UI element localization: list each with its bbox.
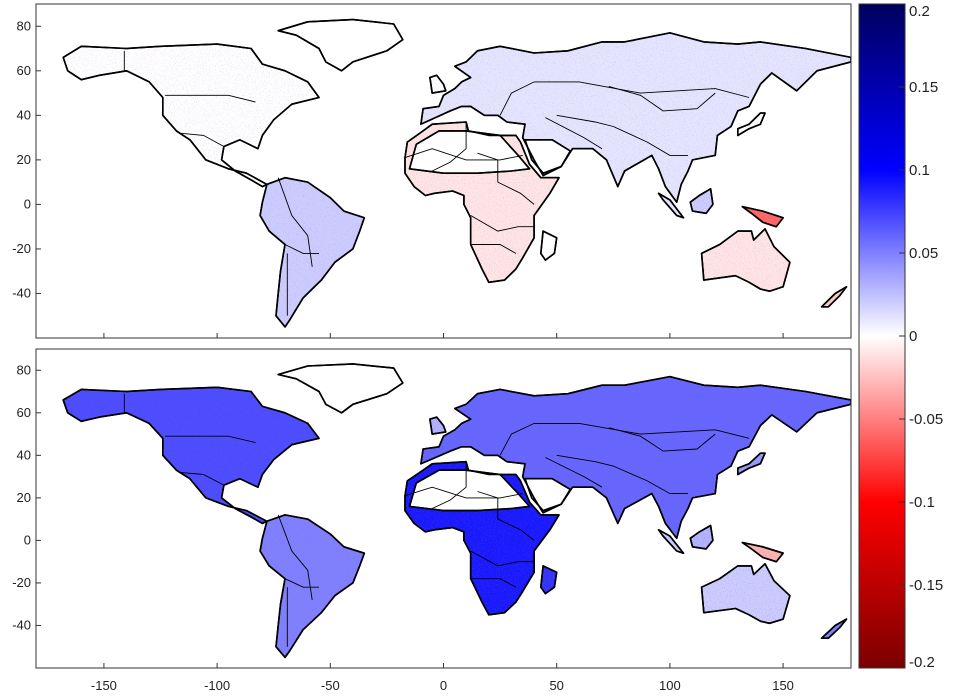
country-border bbox=[545, 117, 603, 150]
coastline-north-america bbox=[62, 386, 320, 525]
country-border bbox=[165, 435, 256, 444]
y-tick-label: 0 bbox=[24, 196, 31, 211]
country-border bbox=[608, 85, 716, 112]
coastline-europe-asia bbox=[420, 375, 851, 540]
colorbar-tick-label: 0 bbox=[909, 328, 917, 345]
country-border bbox=[608, 427, 716, 452]
x-axis: -150 -100 -50 0 50 100 150 bbox=[91, 678, 794, 693]
coastline-europe-asia bbox=[420, 32, 851, 203]
y-tick-label: 20 bbox=[17, 490, 31, 505]
coastline-arabia-blank bbox=[524, 477, 572, 512]
country-border bbox=[470, 550, 535, 567]
colorbar-tick-label: 0.15 bbox=[909, 79, 938, 96]
coastline-japan bbox=[736, 452, 766, 476]
y-tick-label: 40 bbox=[17, 447, 31, 462]
coastline-sahara-blank bbox=[408, 469, 531, 512]
coastline-new-zealand bbox=[820, 285, 848, 308]
y-tick-label: 60 bbox=[17, 63, 31, 78]
coastline-north-america bbox=[62, 43, 320, 188]
coastline-arabia-blank bbox=[524, 139, 572, 174]
country-border bbox=[499, 422, 750, 456]
coastline-new-guinea bbox=[741, 205, 784, 228]
coastline-borneo bbox=[689, 188, 714, 215]
colorbar-gradient bbox=[858, 3, 906, 669]
coastline-greenland bbox=[277, 18, 404, 72]
country-border bbox=[404, 148, 523, 161]
coastline-south-america bbox=[259, 514, 366, 659]
colorbar-tick-label: 0.2 bbox=[909, 3, 930, 20]
coastline-uk bbox=[429, 74, 447, 94]
coastline-greenland bbox=[277, 363, 404, 414]
country-border bbox=[432, 461, 467, 509]
country-border bbox=[477, 152, 535, 205]
country-border bbox=[499, 81, 750, 116]
colorbar-tick-label: -0.2 bbox=[909, 654, 935, 671]
y-tick-label: 0 bbox=[24, 532, 31, 547]
coastline-sumatra bbox=[657, 528, 685, 555]
y-tick-label: -40 bbox=[12, 285, 31, 300]
data-speckle-blue bbox=[36, 349, 851, 668]
coastline-sahara-blank bbox=[408, 130, 531, 174]
colorbar-tick-label: -0.15 bbox=[909, 577, 943, 594]
coastline-africa bbox=[404, 460, 560, 616]
coastline-borneo bbox=[689, 524, 714, 550]
y-tick-label: 80 bbox=[17, 18, 31, 33]
coastline-sumatra bbox=[657, 192, 685, 219]
coastline-new-zealand bbox=[820, 618, 848, 640]
map-panel-bottom bbox=[35, 348, 852, 669]
coastline-australia bbox=[700, 228, 791, 293]
coastline-south-america bbox=[259, 176, 366, 328]
coastline-new-guinea bbox=[741, 541, 784, 563]
y-tick-label: -20 bbox=[12, 241, 31, 256]
x-tick-label: 50 bbox=[549, 678, 563, 693]
y-tick-label: 80 bbox=[17, 362, 31, 377]
country-border bbox=[277, 177, 313, 267]
colorbar: 0.2 0.15 0.1 0.05 0 -0.05 -0.1 -0.15 -0.2 bbox=[858, 3, 943, 671]
colorbar-tick-label: 0.05 bbox=[909, 245, 938, 262]
coastline-japan bbox=[736, 112, 766, 137]
country-border bbox=[556, 454, 688, 495]
country-border bbox=[277, 514, 313, 600]
map-panel-top bbox=[35, 3, 852, 339]
y-tick-label: -40 bbox=[12, 617, 31, 632]
colorbar-tick-label: -0.1 bbox=[909, 494, 935, 511]
country-border bbox=[470, 578, 517, 588]
colorbar-tick-label: 0.1 bbox=[909, 162, 930, 179]
coastline-uk bbox=[429, 416, 447, 435]
y-axis: 80 60 40 20 0 -20 -40 80 60 40 20 0 -20 -40 bbox=[12, 18, 31, 632]
x-tick-label: 150 bbox=[772, 678, 794, 693]
country-border bbox=[178, 471, 225, 486]
country-border bbox=[284, 244, 319, 254]
y-tick-label: 60 bbox=[17, 405, 31, 420]
x-tick-label: -150 bbox=[91, 678, 117, 693]
country-border bbox=[432, 122, 467, 172]
country-border bbox=[470, 244, 517, 254]
country-border bbox=[470, 215, 535, 232]
country-border bbox=[284, 578, 319, 588]
colorbar-tick-label: -0.05 bbox=[909, 411, 943, 428]
data-speckle-blue bbox=[36, 4, 851, 338]
country-border bbox=[545, 457, 603, 488]
coastline-madagascar bbox=[539, 230, 558, 261]
x-tick-label: 100 bbox=[659, 678, 681, 693]
x-tick-label: -50 bbox=[321, 678, 340, 693]
country-border bbox=[404, 486, 523, 499]
country-border bbox=[178, 132, 225, 147]
y-tick-label: -20 bbox=[12, 575, 31, 590]
coastline-africa bbox=[404, 121, 560, 284]
x-tick-label: 0 bbox=[440, 678, 447, 693]
y-tick-label: 40 bbox=[17, 107, 31, 122]
country-border bbox=[165, 94, 256, 103]
x-tick-label: -100 bbox=[204, 678, 230, 693]
y-tick-label: 20 bbox=[17, 152, 31, 167]
country-border bbox=[556, 114, 688, 156]
country-border bbox=[477, 491, 535, 541]
coastline-madagascar bbox=[539, 565, 558, 595]
coastline-australia bbox=[700, 562, 791, 625]
